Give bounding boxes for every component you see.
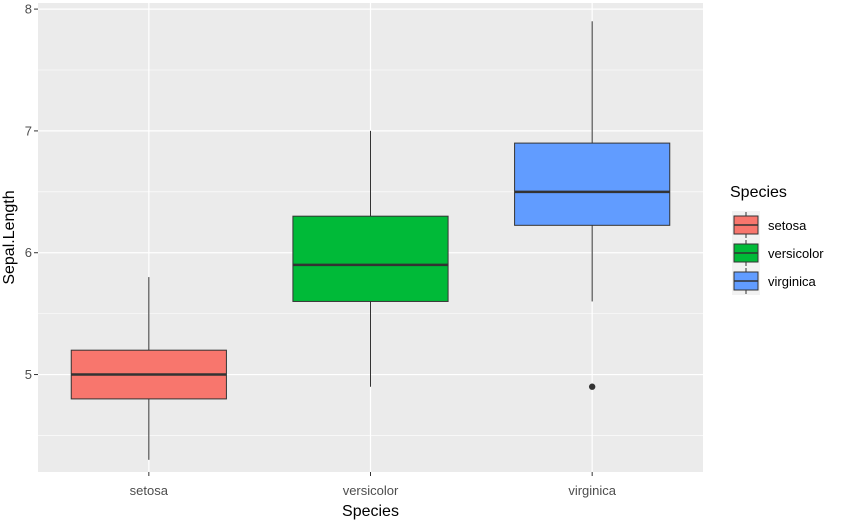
x-tick-label: versicolor: [343, 483, 399, 498]
y-axis: 5 6 7 8: [25, 2, 38, 382]
legend-entry-setosa: setosa: [732, 211, 807, 239]
outlier-point: [588, 383, 596, 390]
legend-entry-versicolor: versicolor: [732, 239, 824, 267]
legend-label: versicolor: [768, 246, 824, 261]
box-setosa: [70, 277, 227, 460]
legend-label: virginica: [768, 274, 816, 289]
y-tick-label: 6: [25, 245, 32, 260]
legend: Species setosa versicolor virginica: [730, 184, 824, 295]
box-body: [514, 142, 671, 226]
box-virginica: [514, 21, 671, 390]
y-tick-label: 7: [25, 123, 32, 138]
y-tick-label: 5: [25, 367, 32, 382]
legend-title: Species: [730, 184, 787, 201]
legend-label: setosa: [768, 218, 807, 233]
legend-entry-virginica: virginica: [732, 267, 816, 295]
boxes: [70, 21, 671, 460]
y-tick-label: 8: [25, 2, 32, 17]
x-tick-label: setosa: [130, 483, 169, 498]
x-tick-label: virginica: [568, 483, 616, 498]
box-body: [292, 215, 449, 302]
box-versicolor: [292, 130, 449, 387]
y-axis-title: Sepal.Length: [1, 190, 18, 284]
x-axis: setosa versicolor virginica: [130, 472, 617, 498]
x-axis-title: Species: [342, 503, 399, 520]
